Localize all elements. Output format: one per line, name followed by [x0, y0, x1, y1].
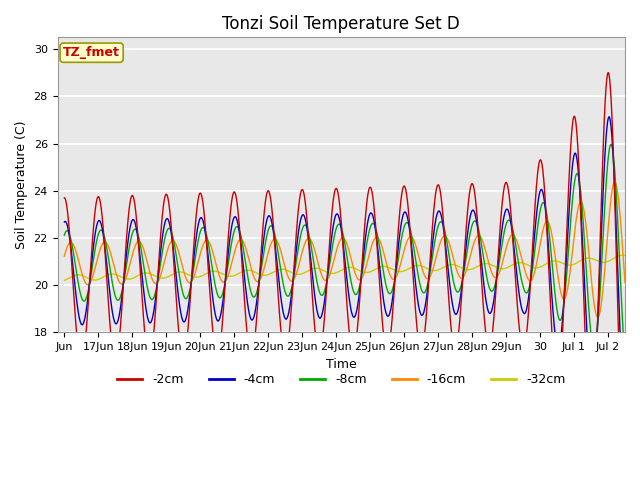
- Title: Tonzi Soil Temperature Set D: Tonzi Soil Temperature Set D: [222, 15, 460, 33]
- X-axis label: Time: Time: [326, 358, 356, 371]
- Text: TZ_fmet: TZ_fmet: [63, 46, 120, 59]
- Y-axis label: Soil Temperature (C): Soil Temperature (C): [15, 120, 28, 249]
- Legend: -2cm, -4cm, -8cm, -16cm, -32cm: -2cm, -4cm, -8cm, -16cm, -32cm: [112, 368, 570, 391]
